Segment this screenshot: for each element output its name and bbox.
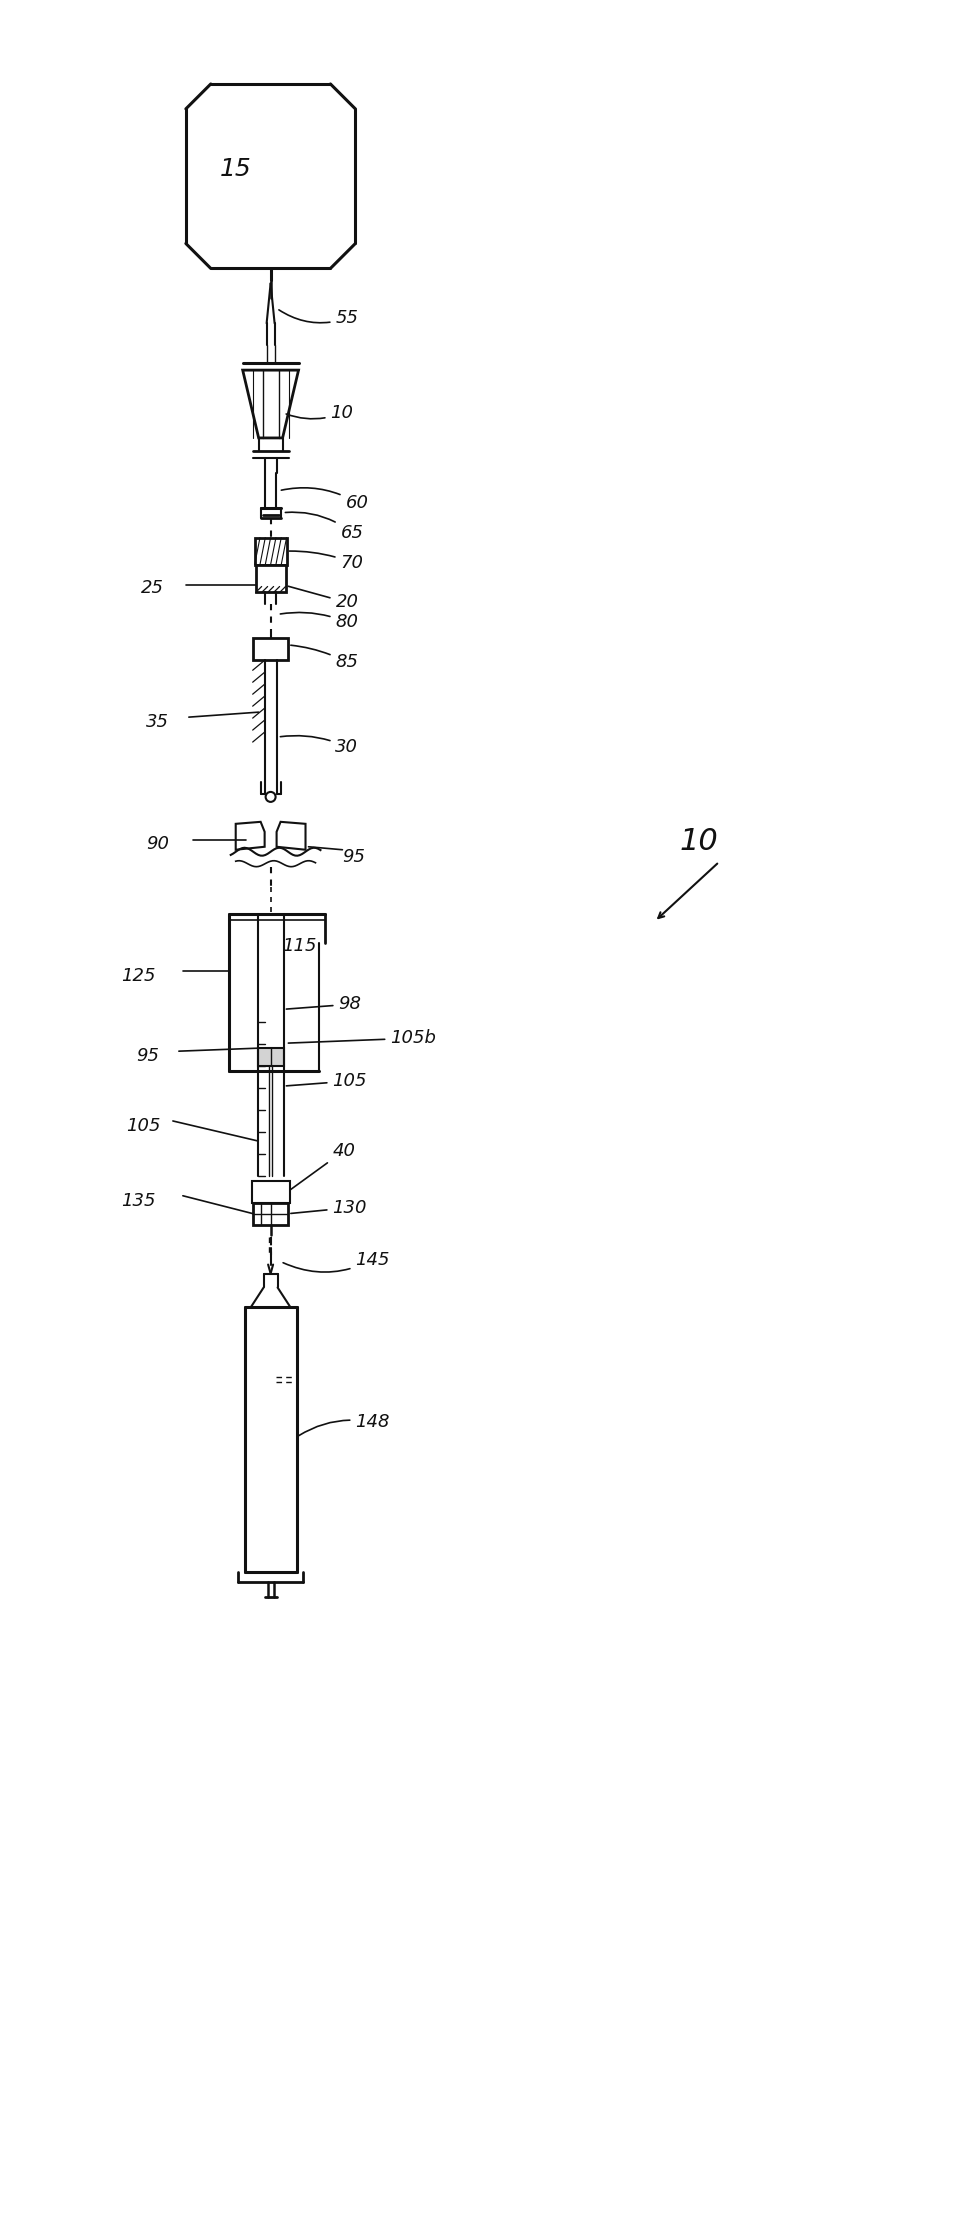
Text: 130: 130 (291, 1199, 367, 1217)
Bar (253, 1204, 288, 1224)
Text: 145: 145 (283, 1250, 390, 1273)
Text: 105b: 105b (289, 1028, 436, 1046)
Text: 70: 70 (290, 551, 363, 571)
Text: 15: 15 (220, 158, 252, 180)
Text: 95: 95 (342, 848, 365, 866)
Bar (255, 537, 287, 564)
Text: 10: 10 (286, 404, 354, 422)
Text: 95: 95 (136, 1046, 159, 1066)
Text: 10: 10 (679, 826, 718, 857)
Text: 55: 55 (279, 309, 359, 326)
Bar (253, 637, 288, 660)
Text: 65: 65 (285, 513, 363, 542)
Bar (256, 564, 286, 593)
Text: 30: 30 (280, 735, 359, 755)
Text: 125: 125 (121, 968, 156, 986)
Text: 35: 35 (146, 713, 169, 731)
Text: 115: 115 (283, 937, 317, 955)
Bar (258, 1048, 284, 1066)
Text: 105: 105 (126, 1117, 161, 1135)
Text: 60: 60 (281, 489, 368, 511)
Text: 85: 85 (291, 646, 359, 671)
Text: 105: 105 (287, 1073, 367, 1091)
Text: 25: 25 (141, 577, 164, 597)
Text: 98: 98 (287, 995, 361, 1013)
Text: 20: 20 (288, 586, 359, 611)
Text: 135: 135 (121, 1193, 156, 1210)
Text: 148: 148 (298, 1413, 390, 1435)
Text: 80: 80 (280, 613, 359, 631)
Text: 40: 40 (290, 1142, 356, 1190)
Text: 90: 90 (146, 835, 169, 853)
Bar (252, 1182, 290, 1204)
